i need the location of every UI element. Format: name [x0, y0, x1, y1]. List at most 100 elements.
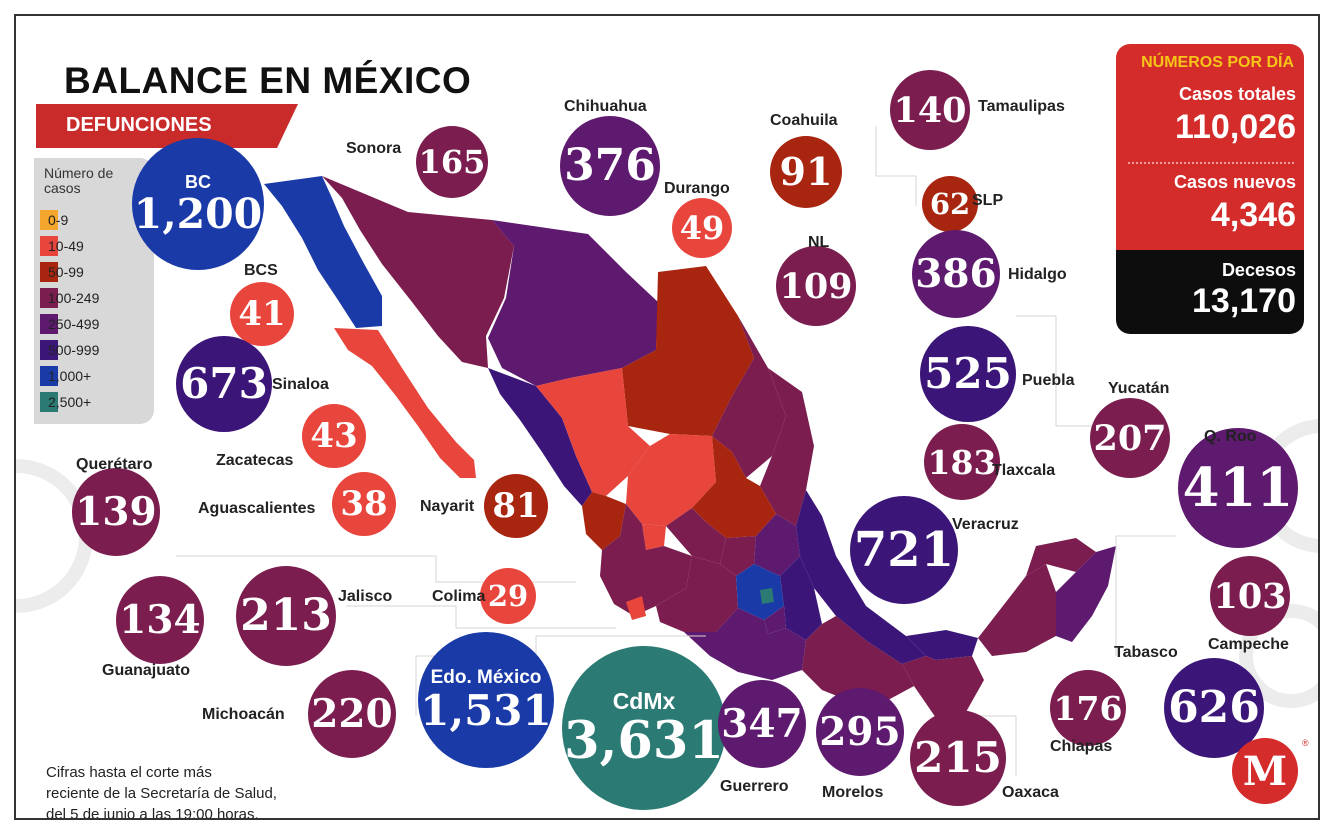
legend-item: 250-499 — [40, 314, 150, 334]
panel-separator — [1128, 162, 1294, 164]
state-label-tlaxcala: Tlaxcala — [992, 462, 1056, 479]
panel-heading: NÚMEROS POR DÍA — [1141, 54, 1294, 71]
legend-item: 500-999 — [40, 340, 150, 360]
state-label-nl: NL — [808, 234, 830, 251]
region-durango — [536, 368, 650, 496]
footnote: Cifras hasta el corte más reciente de la… — [46, 762, 277, 818]
region-nayarit — [582, 492, 626, 550]
bubble-q-roo: 411 — [1178, 428, 1298, 548]
subtitle-banner: DEFUNCIONES — [36, 104, 298, 148]
bubble-chiapas: 176 — [1050, 670, 1126, 746]
bubble-value: 140 — [893, 89, 967, 131]
infographic-frame: BALANCE EN MÉXICO DEFUNCIONES Número de … — [14, 14, 1320, 820]
region-veracruz — [796, 490, 926, 664]
region-sinaloa — [488, 368, 592, 506]
total-cases-value: 110,026 — [1174, 108, 1296, 146]
legend-label: 1,000+ — [48, 368, 92, 384]
bubble-value: 62 — [929, 186, 971, 221]
region-yucatan — [1026, 538, 1096, 576]
state-label-guanajuato: Guanajuato — [102, 662, 191, 679]
state-label-bcs: BCS — [244, 262, 278, 279]
region-zacatecas — [626, 434, 716, 526]
panel-deaths-section: Decesos 13,170 — [1116, 250, 1304, 334]
page-title: BALANCE EN MÉXICO — [64, 60, 471, 102]
bubble-veracruz: 721 — [850, 496, 958, 604]
region-bc — [264, 176, 382, 328]
bubble-value: 43 — [310, 416, 358, 456]
bubble-tabasco: 626 — [1164, 658, 1264, 758]
bubble-value: 673 — [180, 359, 268, 408]
bubble-value: 1,200 — [133, 190, 263, 238]
bubble-guanajuato: 134 — [116, 576, 204, 664]
bubble-campeche: 103 — [1210, 556, 1290, 636]
region-slp — [692, 436, 776, 538]
state-label-jalisco: Jalisco — [338, 588, 393, 605]
region-aguascalientes — [642, 524, 666, 550]
bubble-value: 347 — [721, 700, 803, 747]
bubble-chihuahua: 376 — [560, 116, 660, 216]
region-queretaro — [720, 536, 756, 576]
region-hidalgo — [754, 514, 800, 576]
state-label-aguascalientes: Aguascalientes — [198, 500, 316, 517]
state-label-coahuila: Coahuila — [770, 112, 838, 129]
new-cases-label: Casos nuevos — [1173, 172, 1296, 192]
footnote-line-2: reciente de la Secretaría de Salud, — [46, 785, 277, 802]
region-michoacan — [656, 556, 738, 632]
bubble-value: 220 — [311, 690, 393, 737]
legend-label: 500-999 — [48, 342, 100, 358]
bubble-slp: 62 — [922, 176, 978, 232]
legend-item: 2,500+ — [40, 392, 150, 412]
state-label-durango: Durango — [664, 180, 730, 197]
total-cases-label: Casos totales — [1178, 84, 1296, 104]
legend-swatch — [40, 314, 58, 334]
bubble-value: 176 — [1053, 688, 1123, 728]
bubble-value: 376 — [564, 140, 656, 191]
bubble-value: 626 — [1168, 682, 1260, 733]
legend-swatch — [40, 236, 58, 256]
region-guanajuato — [666, 508, 726, 564]
bubble-value: 213 — [240, 590, 332, 641]
legend-item: 1,000+ — [40, 366, 150, 386]
state-label-q-roo: Q. Roo — [1204, 428, 1257, 445]
registered-mark: ® — [1302, 738, 1309, 748]
state-label-colima: Colima — [432, 588, 486, 605]
bubble-state-label: BC — [185, 172, 211, 192]
bubble-value: 1,531 — [420, 686, 552, 735]
region-colima — [626, 596, 646, 620]
bubble-sonora: 165 — [416, 126, 488, 198]
bubble-value: 91 — [779, 149, 833, 194]
state-label-chihuahua: Chihuahua — [564, 98, 647, 115]
bubble-cdmx: CdMx 3,631 — [562, 646, 726, 810]
legend-swatch — [40, 392, 58, 412]
bubble-value: 215 — [914, 733, 1002, 782]
region-qroo — [1056, 546, 1116, 642]
footnote-line-1: Cifras hasta el corte más — [46, 764, 212, 781]
bubble-value: 49 — [679, 209, 725, 247]
bubble-bcs: 41 — [230, 282, 294, 346]
bubble-queretaro: 139 — [72, 468, 160, 556]
panel-cases-section: NÚMEROS POR DÍA Casos totales 110,026 Ca… — [1116, 44, 1304, 250]
region-sonora — [322, 176, 514, 368]
bubble-state-label: CdMx — [612, 687, 676, 714]
region-tabasco — [906, 630, 978, 660]
legend-item: 50-99 — [40, 262, 150, 282]
region-chihuahua — [488, 220, 658, 386]
legend-label: 10-49 — [48, 238, 84, 254]
bubble-state-label: Edo. México — [430, 667, 542, 688]
region-coahuila — [622, 266, 754, 436]
bubble-guerrero: 347 — [718, 680, 806, 768]
bubble-value: 139 — [75, 488, 157, 535]
bubble-value: 81 — [492, 486, 540, 526]
legend-item: 100-249 — [40, 288, 150, 308]
bubble-tlaxcala: 183 — [924, 424, 1000, 500]
bubble-durango: 49 — [672, 198, 732, 258]
bubble-oaxaca: 215 — [910, 710, 1006, 806]
daily-numbers-panel: NÚMEROS POR DÍA Casos totales 110,026 Ca… — [1116, 44, 1304, 334]
bubble-value: 103 — [1213, 575, 1287, 617]
bubble-nl: 109 — [776, 246, 856, 326]
state-label-guerrero: Guerrero — [720, 778, 789, 795]
page-title-main: BALANCE EN — [64, 60, 323, 101]
state-label-michoacan: Michoacán — [202, 706, 285, 723]
region-campeche — [978, 564, 1056, 656]
legend-swatch — [40, 366, 58, 386]
